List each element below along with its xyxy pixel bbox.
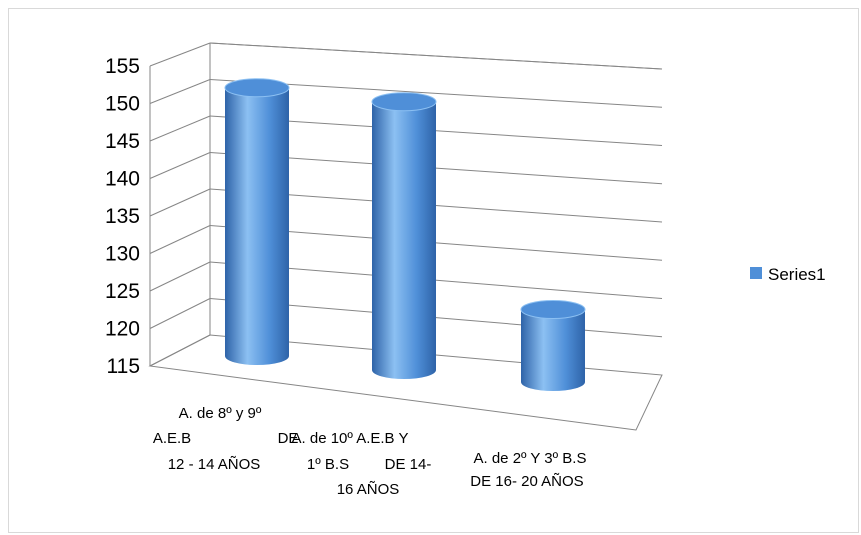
gridline-side [149,334,211,367]
gridline-side [149,42,211,67]
y-tick-label: 115 [107,355,140,378]
x-category-label: 16 AÑOS [337,481,400,498]
gridline-side [149,225,211,254]
x-category-label: 12 - 14 AÑOS [168,456,261,473]
gridline-side [149,152,211,179]
legend-swatch [750,267,762,279]
x-category-label: A.E.B [153,430,191,447]
bar [520,300,586,391]
gridline-side [149,298,211,329]
legend: Series1 [750,265,826,284]
y-tick-label: 150 [105,93,140,116]
back-wall-top [209,42,663,70]
legend-label: Series1 [768,265,826,284]
y-tick-label: 155 [105,55,140,78]
y-tick-label: 125 [105,280,140,303]
bar-body [521,309,585,391]
x-category-label: DE [278,430,299,447]
chart-frame [8,8,859,533]
y-tick-label: 140 [105,168,140,191]
x-category-label: A. de 8º y 9º [179,405,262,422]
gridline-side [149,79,211,104]
y-tick-label: 120 [105,318,140,341]
y-tick-label: 135 [105,205,140,228]
gridline-side [149,115,211,142]
bar [371,92,437,379]
gridline-side [149,261,211,292]
y-tick-label: 130 [105,243,140,266]
x-category-label: DE 14- [385,456,432,473]
bar-top [224,78,290,98]
y-axis-tick-labels: 115 120 125 130 135 140 145 150 155 [105,55,140,378]
x-category-label: A. de 2º Y 3º B.S [474,450,587,467]
bars [224,78,586,391]
bar-body [225,87,289,365]
y-tick-label: 145 [105,130,140,153]
x-category-label: 1º B.S [307,456,349,473]
bar-top [520,300,586,319]
bar-body [372,101,436,379]
x-category-label: DE 16- 20 AÑOS [470,473,583,490]
gridline-side [149,188,211,217]
x-axis-category-labels: A. de 8º y 9º A.E.B DE 12 - 14 AÑOS A. de 10… [153,405,587,498]
x-category-label: A. de 10º A.E.B Y [292,430,409,447]
bar [224,78,290,365]
bar-top [371,92,437,112]
